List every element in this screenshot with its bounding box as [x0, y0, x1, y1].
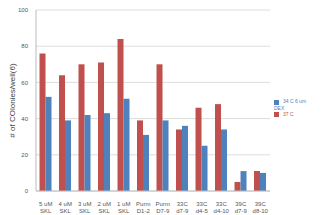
svg-text:60: 60: [21, 80, 28, 86]
svg-text:80: 80: [21, 43, 28, 49]
svg-text:PurmD7-9: PurmD7-9: [156, 201, 170, 214]
svg-text:20: 20: [21, 152, 28, 158]
svg-text:100: 100: [18, 7, 29, 13]
html-text:34 C 6 um DEX: 34 C 6 um DEX: [274, 98, 307, 111]
html-text:37 C: 37 C: [283, 110, 294, 117]
svg-text:PurmD1-2: PurmD1-2: [136, 201, 150, 214]
svg-text:33Cd4-5: 33Cd4-5: [196, 201, 209, 214]
svg-text:39Cd7-9: 39Cd7-9: [235, 201, 248, 214]
svg-text:33Cd7-9: 33Cd7-9: [176, 201, 189, 214]
svg-text:0: 0: [25, 188, 29, 194]
svg-text:3 uMSKL: 3 uMSKL: [78, 201, 91, 214]
svg-text:39Cd8-10: 39Cd8-10: [253, 201, 269, 214]
svg-text:33Cd4-10: 33Cd4-10: [214, 201, 230, 214]
svg-text:5 uMSKL: 5 uMSKL: [39, 201, 52, 214]
svg-text:40: 40: [21, 116, 28, 122]
svg-text:2 uMSKL: 2 uMSKL: [98, 201, 111, 214]
svg-text:1 uMSKL: 1 uMSKL: [117, 201, 130, 214]
svg-text:# of COlonies/well(6): # of COlonies/well(6): [8, 63, 17, 138]
svg-text:4 uMSKL: 4 uMSKL: [59, 201, 72, 214]
